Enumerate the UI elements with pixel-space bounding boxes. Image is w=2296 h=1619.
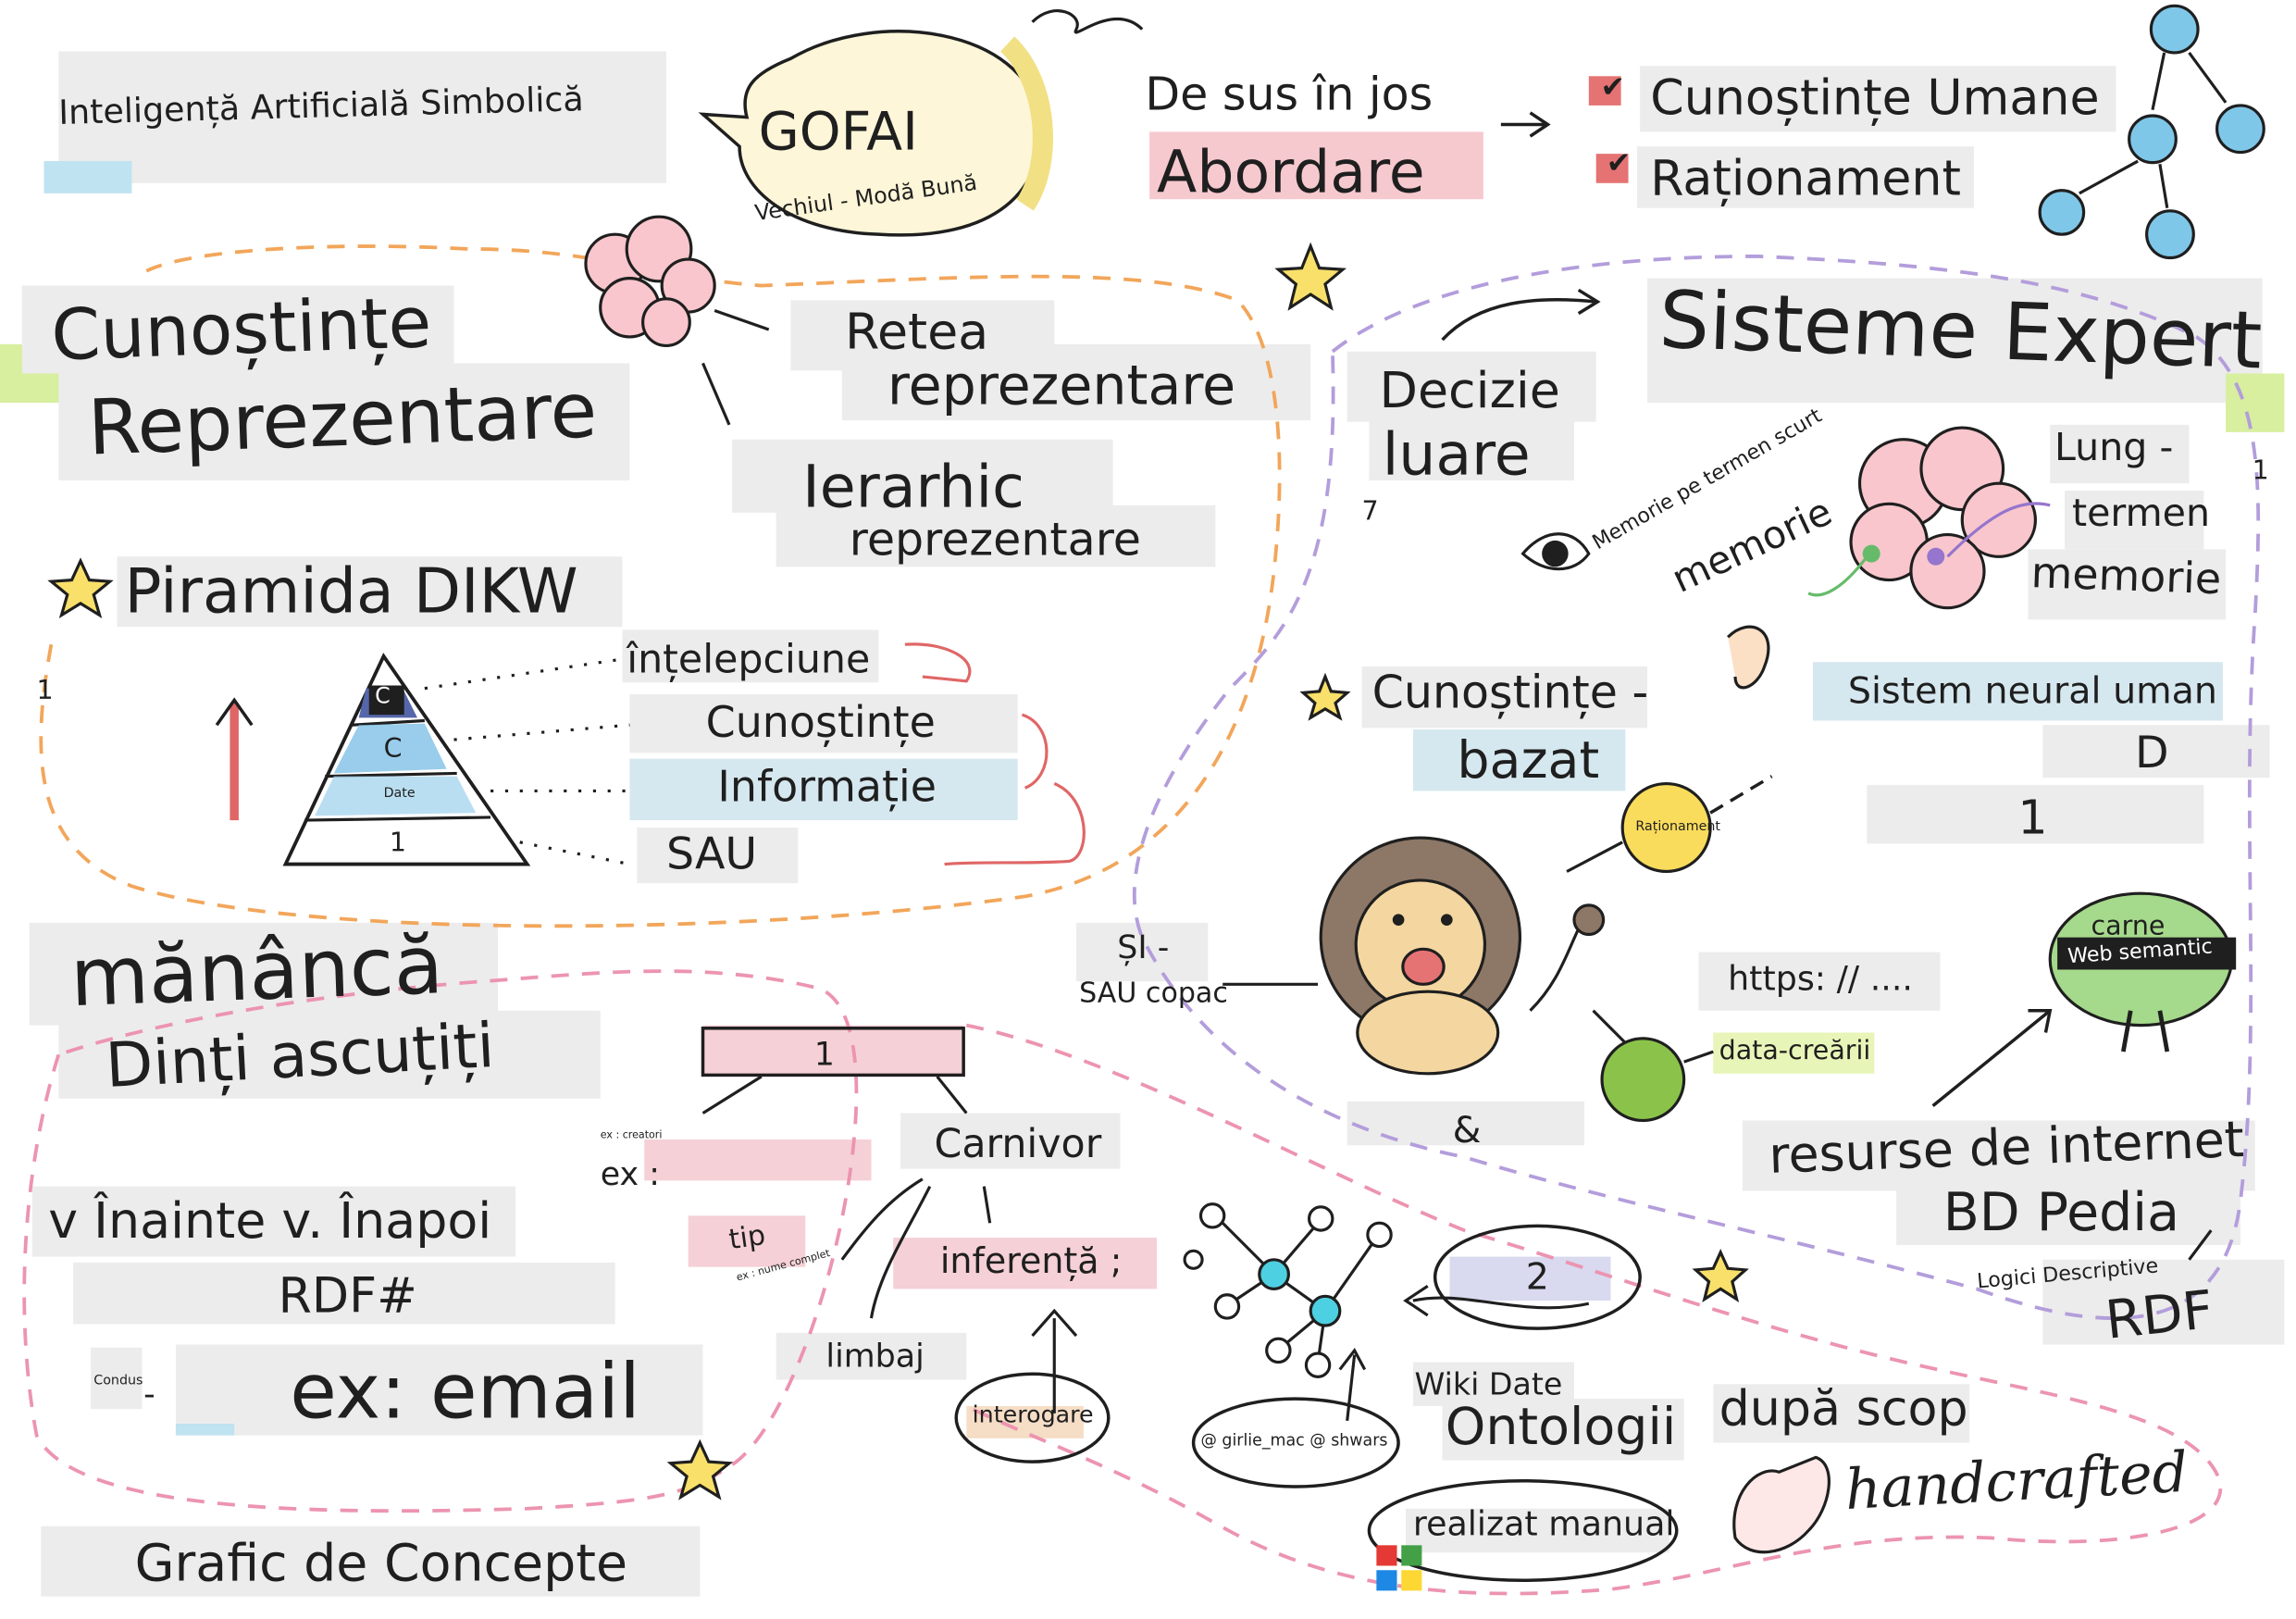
hierarchical-repr-line1: Ierarhic — [802, 454, 1024, 522]
knowledge-title-line2: Reprezentare — [86, 367, 599, 474]
seven-label: 7 — [1361, 496, 1379, 528]
d-label: D — [2134, 728, 2169, 779]
https-label: https: // .... — [1728, 960, 1913, 1000]
ex-label: ex : — [600, 1157, 660, 1194]
decision-line1: Decizie — [1379, 361, 1560, 421]
meat-label: carne — [2091, 911, 2166, 942]
left-margin-one: 1 — [36, 675, 54, 706]
ampersand-label: & — [1452, 1108, 1482, 1152]
and-or-tree-line1: ȘI - — [1117, 929, 1170, 967]
pyramid-level-date: Date — [383, 786, 416, 802]
forward-backward-label: v Înainte v. Înapoi — [48, 1191, 492, 1252]
inference-label: inferență ; — [939, 1240, 1123, 1282]
wikidata-label: Wiki Date — [1414, 1366, 1563, 1402]
network-repr-line1: Retea — [844, 303, 989, 362]
check-icon-reasoning: ✔ — [1606, 144, 1632, 181]
decision-line2: luare — [1382, 421, 1531, 490]
dikw-information: Informație — [717, 761, 937, 812]
dikw-or: SAU — [665, 828, 758, 880]
and-or-tree-line2: SAU copac — [1079, 977, 1228, 1010]
by-purpose-label: după scop — [1719, 1379, 1968, 1438]
conditions-label: Condus — [93, 1374, 143, 1389]
right-margin-one: 1 — [2252, 455, 2269, 487]
network-repr-line2: reprezentare — [887, 354, 1236, 417]
rule-box-one: 1 — [813, 1037, 835, 1074]
knowledge-title-line1: Cunoștințe — [49, 281, 433, 378]
long-term-line1: Lung - — [2054, 426, 2174, 470]
one-label: 1 — [2017, 789, 2048, 845]
check-icon-human-knowledge: ✔ — [1600, 68, 1625, 105]
concept-graph-label: Grafic de Concepte — [134, 1535, 628, 1594]
data-creation-label: data-creării — [1719, 1035, 1871, 1066]
knowledge-based-line1: Cunoștințe - — [1371, 666, 1649, 719]
reasoning-tiny: Raționament — [1635, 820, 1721, 835]
eats-label: mănâncă — [68, 917, 445, 1025]
ex-tiny-label: ex : creatori — [600, 1128, 663, 1141]
type-label: tip — [726, 1219, 768, 1257]
manual-label: realizat manual — [1412, 1505, 1675, 1544]
credits-label: @ girlie_mac @ shwars — [1200, 1430, 1388, 1451]
dikw-wisdom: înțelepciune — [627, 637, 871, 683]
top-down-label: De sus în jos — [1145, 68, 1433, 122]
gofai-label: GOFAI — [758, 102, 918, 163]
ontologies-label: Ontologii — [1445, 1399, 1677, 1458]
rdf-label: RDF — [2103, 1280, 2216, 1352]
carnivore-label: Carnivor — [934, 1122, 1102, 1168]
two-label: 2 — [1525, 1255, 1549, 1298]
language-label: limbaj — [825, 1339, 925, 1376]
pyramid-level-c: C — [383, 733, 403, 765]
pyramid-level-top: C — [375, 682, 391, 709]
dash-label: - — [143, 1376, 155, 1414]
reasoning-label: Raționament — [1650, 149, 1961, 207]
ex-email-label: ex: email — [290, 1349, 640, 1438]
dbpedia-label: BD Pedia — [1942, 1183, 2180, 1244]
human-knowledge-label: Cunoștințe Umane — [1650, 68, 2100, 127]
long-term-line2: termen — [2071, 492, 2211, 537]
query-label: interogare — [972, 1400, 1094, 1428]
human-neural-system: Sistem neural uman — [1847, 669, 2217, 712]
long-term-line3: memorie — [2029, 547, 2223, 604]
knowledge-based-line2: bazat — [1457, 732, 1600, 791]
dikw-title: Piramida DIKW — [124, 554, 578, 628]
dikw-knowledge: Cunoștințe — [705, 697, 936, 747]
approach-label: Abordare — [1157, 139, 1425, 207]
hierarchical-repr-line2: reprezentare — [849, 514, 1141, 567]
pyramid-level-one: 1 — [389, 827, 407, 859]
rdf-hash-label: RDF# — [278, 1266, 417, 1325]
